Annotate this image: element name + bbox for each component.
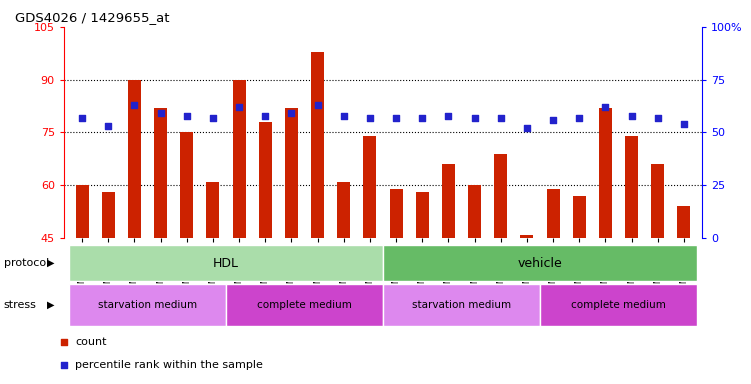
- Bar: [259, 122, 272, 238]
- Point: [416, 114, 428, 121]
- Bar: [494, 154, 507, 238]
- Text: ▶: ▶: [47, 300, 55, 310]
- Text: protocol: protocol: [4, 258, 49, 268]
- Bar: [383, 245, 697, 281]
- Bar: [416, 192, 429, 238]
- Bar: [69, 284, 226, 326]
- Bar: [207, 182, 219, 238]
- Text: starvation medium: starvation medium: [412, 300, 511, 310]
- Bar: [285, 108, 298, 238]
- Bar: [651, 164, 664, 238]
- Point: [442, 113, 454, 119]
- Point: [469, 114, 481, 121]
- Bar: [128, 80, 141, 238]
- Point: [521, 125, 533, 131]
- Text: ▶: ▶: [47, 258, 55, 268]
- Point: [259, 113, 271, 119]
- Point: [312, 102, 324, 108]
- Point: [364, 114, 376, 121]
- Point: [547, 117, 559, 123]
- Bar: [468, 185, 481, 238]
- Bar: [442, 164, 455, 238]
- Point: [599, 104, 611, 110]
- Text: starvation medium: starvation medium: [98, 300, 197, 310]
- Bar: [102, 192, 115, 238]
- Text: complete medium: complete medium: [571, 300, 666, 310]
- Point: [573, 114, 585, 121]
- Text: complete medium: complete medium: [257, 300, 352, 310]
- Point: [390, 114, 402, 121]
- Point: [338, 113, 350, 119]
- Text: percentile rank within the sample: percentile rank within the sample: [75, 360, 263, 370]
- Text: count: count: [75, 337, 107, 347]
- Bar: [363, 136, 376, 238]
- Bar: [180, 132, 193, 238]
- Bar: [233, 80, 246, 238]
- Point: [128, 102, 140, 108]
- Bar: [547, 189, 559, 238]
- Bar: [311, 51, 324, 238]
- Bar: [520, 235, 533, 238]
- Point: [102, 123, 114, 129]
- Bar: [540, 284, 697, 326]
- Point: [626, 113, 638, 119]
- Point: [652, 114, 664, 121]
- Bar: [390, 189, 403, 238]
- Point: [285, 111, 297, 117]
- Text: GDS4026 / 1429655_at: GDS4026 / 1429655_at: [15, 11, 170, 24]
- Point: [233, 104, 245, 110]
- Bar: [383, 284, 540, 326]
- Text: stress: stress: [4, 300, 37, 310]
- Bar: [599, 108, 612, 238]
- Bar: [69, 245, 383, 281]
- Bar: [677, 207, 690, 238]
- Bar: [154, 108, 167, 238]
- Bar: [573, 196, 586, 238]
- Point: [495, 114, 507, 121]
- Point: [678, 121, 690, 127]
- Point: [181, 113, 193, 119]
- Text: HDL: HDL: [213, 257, 239, 270]
- Text: vehicle: vehicle: [517, 257, 562, 270]
- Bar: [226, 284, 383, 326]
- Point: [155, 111, 167, 117]
- Point: [76, 114, 88, 121]
- Bar: [76, 185, 89, 238]
- Point: [207, 114, 219, 121]
- Bar: [625, 136, 638, 238]
- Bar: [337, 182, 350, 238]
